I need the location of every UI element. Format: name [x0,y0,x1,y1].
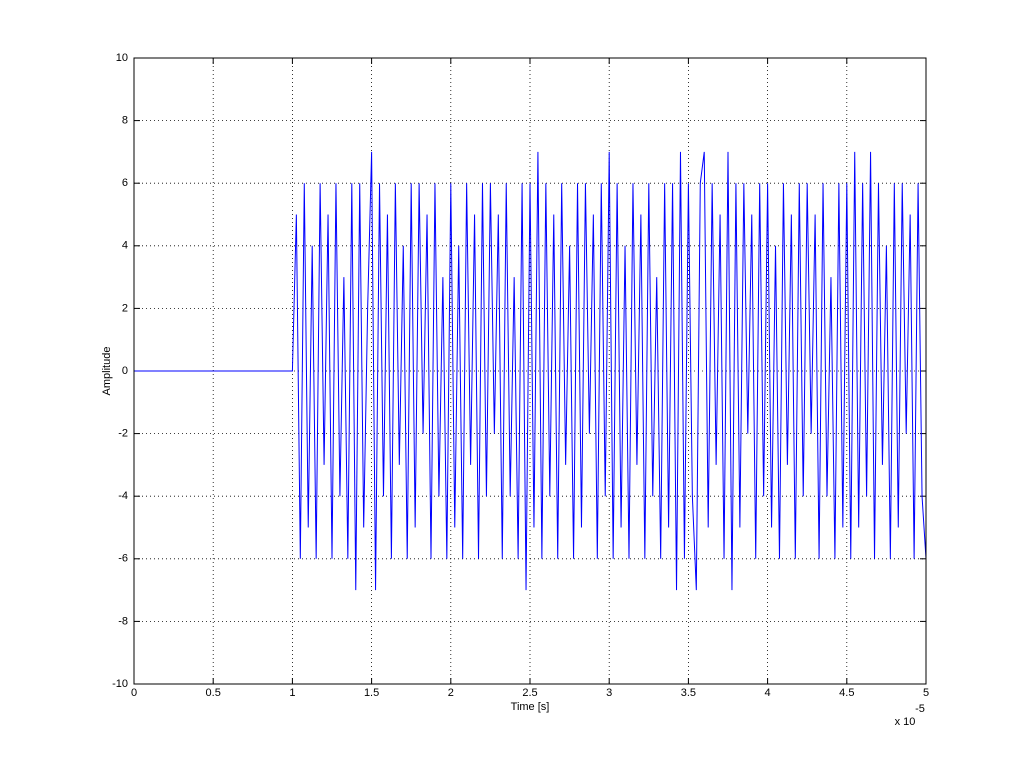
y-tick-label: 6 [122,177,128,189]
y-tick-label: -10 [112,678,128,690]
x-tick-label: 2.5 [522,687,537,699]
y-tick-label: 2 [122,302,128,314]
y-tick-label: 10 [116,52,128,64]
x-tick-label: 2 [448,687,454,699]
x-tick-label: 0 [131,687,137,699]
y-tick-label: -8 [118,615,128,627]
x-tick-label: 1.5 [364,687,379,699]
y-axis-label: Amplitude [101,347,113,396]
x-tick-label: 4 [765,687,771,699]
x-tick-label: 0.5 [206,687,221,699]
y-tick-label: 8 [122,115,128,127]
x-multiplier-exponent: -5 [915,703,925,715]
y-tick-label: -2 [118,428,128,440]
x-tick-label: 5 [923,687,929,699]
y-tick-label: 0 [122,365,128,377]
y-tick-label: -6 [118,553,128,565]
x-tick-label: 3.5 [681,687,696,699]
y-tick-label: 4 [122,240,128,252]
y-tick-label: -4 [118,490,128,502]
x-multiplier: x 10 [895,716,916,728]
x-tick-label: 1 [289,687,295,699]
x-tick-label: 3 [606,687,612,699]
signal-line [134,151,927,591]
x-axis-label: Time [s] [511,701,550,713]
x-tick-label: 4.5 [839,687,854,699]
plot-border [133,57,927,685]
